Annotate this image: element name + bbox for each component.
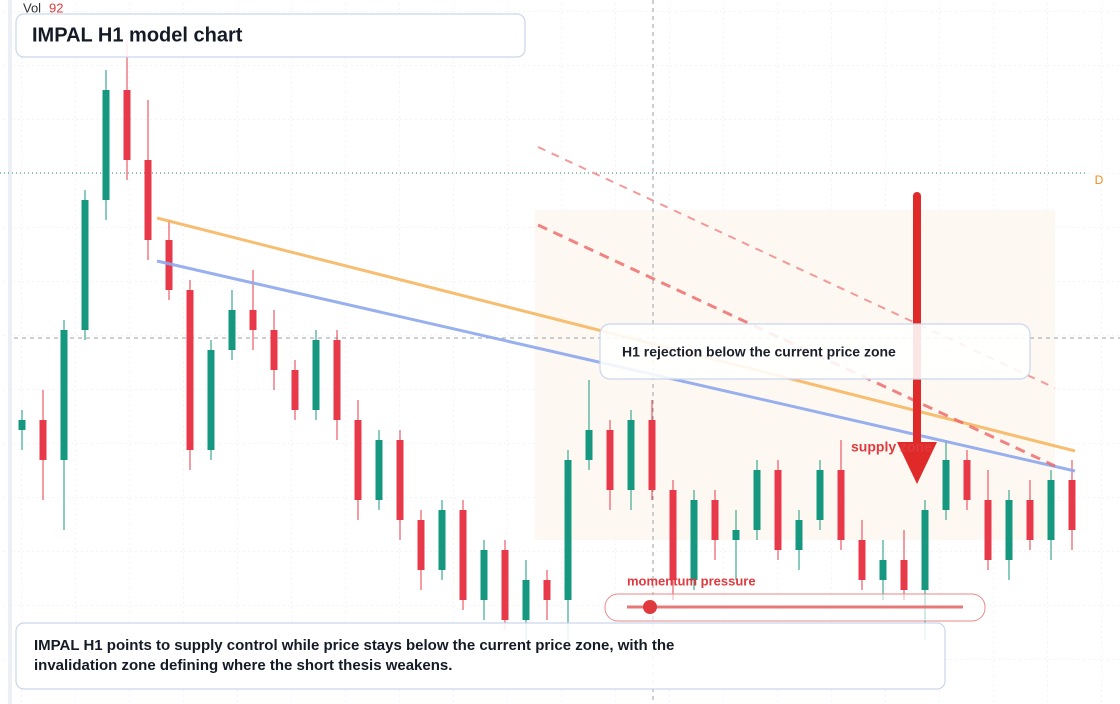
- momentum-label: momentum pressure: [627, 573, 756, 588]
- candle-body: [669, 490, 677, 580]
- supply-label: supply zone: [851, 439, 932, 455]
- rejection-label: H1 rejection below the current price zon…: [622, 344, 896, 360]
- candle-body: [795, 520, 803, 550]
- candle-body: [648, 420, 656, 490]
- candle-body: [417, 520, 425, 570]
- candle-body: [690, 500, 698, 580]
- candle-body: [1026, 500, 1034, 540]
- left-edge: [8, 0, 12, 704]
- marker-d: D: [1095, 173, 1104, 187]
- candle-body: [270, 330, 278, 370]
- candle-body: [522, 580, 530, 620]
- chart-title: IMPAL H1 model chart: [32, 24, 243, 46]
- candle-body: [186, 290, 194, 450]
- candle-body: [438, 510, 446, 570]
- candle-body: [606, 430, 614, 490]
- candle-body: [1005, 500, 1013, 560]
- candle-body: [732, 530, 740, 540]
- down-arrow-head: [897, 442, 937, 484]
- candle-body: [942, 460, 950, 510]
- title-box: [15, 13, 526, 58]
- candle-body: [60, 330, 68, 460]
- candle-body: [18, 420, 26, 430]
- candle-body: [228, 310, 236, 350]
- resistance-dashed-upper: [537, 146, 1056, 389]
- candle-body: [1047, 480, 1055, 540]
- candle-body: [963, 460, 971, 500]
- candle-body: [585, 430, 593, 460]
- candle-body: [501, 550, 509, 620]
- candle-body: [774, 470, 782, 550]
- candle-body: [627, 420, 635, 490]
- candle-body: [858, 540, 866, 580]
- candle-body: [984, 500, 992, 560]
- caption-box: [15, 622, 946, 690]
- candle-body: [564, 460, 572, 600]
- candle-body: [711, 500, 719, 540]
- candle-body: [921, 510, 929, 590]
- candle-body: [291, 370, 299, 410]
- candles: [18, 40, 1076, 640]
- candle-body: [39, 420, 47, 460]
- candle-body: [837, 470, 845, 540]
- candle-body: [879, 560, 887, 580]
- volume-label: Vol: [23, 0, 41, 15]
- candle-body: [396, 440, 404, 520]
- candle-body: [480, 550, 488, 600]
- candle-body: [354, 420, 362, 500]
- candle-body: [333, 340, 341, 420]
- momentum-knob: [643, 600, 657, 614]
- candle-body: [1068, 480, 1076, 530]
- candle-body: [123, 90, 131, 160]
- candle-body: [543, 580, 551, 600]
- caption-wrap: IMPAL H1 points to supply control while …: [34, 637, 675, 674]
- candle-body: [81, 200, 89, 330]
- candle-body: [102, 90, 110, 200]
- candle-body: [753, 470, 761, 530]
- caption: IMPAL H1 points to supply control while …: [34, 637, 675, 674]
- candle-body: [249, 310, 257, 330]
- candle-body: [375, 440, 383, 500]
- candle-body: [207, 350, 215, 450]
- volume-value: 92: [49, 0, 63, 15]
- candle-body: [459, 510, 467, 600]
- candle-body: [312, 340, 320, 410]
- candle-body: [144, 160, 152, 240]
- candle-body: [816, 470, 824, 520]
- candle-body: [900, 560, 908, 590]
- rejection-box: [599, 323, 1031, 380]
